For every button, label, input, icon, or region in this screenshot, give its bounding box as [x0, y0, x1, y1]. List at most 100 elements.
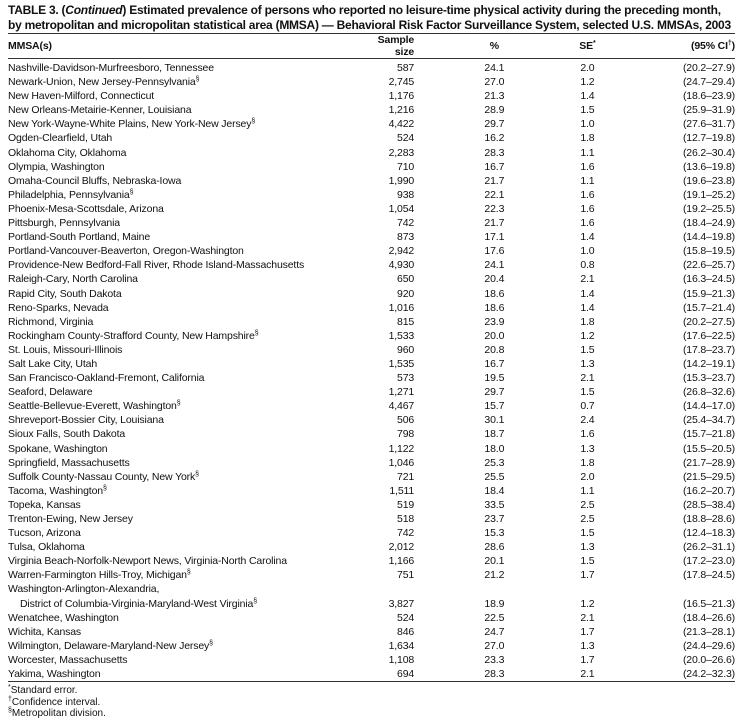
confidence-interval: (21.3–28.1)	[682, 625, 735, 638]
table-row: Oklahoma City, Oklahoma 2,283 28.3 1.1 (26.2…	[8, 146, 735, 160]
standard-error: 1.7	[580, 653, 595, 666]
standard-error: 2.1	[580, 668, 595, 681]
confidence-interval: (24.7–29.4)	[682, 76, 735, 89]
mmsa-name-text: Tacoma, Washington	[8, 484, 103, 497]
standard-error: 1.6	[580, 160, 595, 173]
standard-error: 1.0	[580, 245, 595, 258]
standard-error: 2.0	[580, 470, 595, 483]
metropolitan-division-mark: §	[176, 400, 181, 408]
table-row: Providence-New Bedford-Fall River, Rhode…	[8, 258, 735, 272]
mmsa-name-text: District of Columbia-Virginia-Maryland-W…	[20, 597, 254, 610]
confidence-interval: (21.5–29.5)	[682, 470, 735, 483]
mmsa-name: Sioux Falls, South Dakota	[8, 427, 358, 441]
mmsa-name: Seattle-Bellevue-Everett, Washington§	[8, 399, 358, 413]
standard-error: 1.5	[580, 343, 595, 356]
mmsa-name-text: San Francisco-Oakland-Fremont, Californi…	[8, 372, 205, 385]
confidence-interval: (20.2–27.9)	[682, 62, 735, 74]
standard-error: 1.7	[580, 569, 595, 582]
sample-size: 846	[397, 625, 415, 638]
percent: 16.7	[484, 160, 505, 173]
standard-error: 2.4	[580, 414, 595, 427]
empty-cell	[600, 582, 735, 596]
percent: 18.6	[484, 301, 505, 314]
confidence-interval: (15.9–21.3)	[682, 287, 735, 300]
mmsa-name-text: Topeka, Kansas	[8, 498, 81, 511]
table-row: Pittsburgh, Pennsylvania 742 21.7 1.6 (18.4–…	[8, 216, 735, 230]
title-continued: Continued	[65, 3, 123, 17]
sample-size: 519	[397, 498, 415, 511]
sample-size: 506	[397, 414, 415, 427]
standard-error: 2.5	[580, 498, 595, 511]
table-row: Virginia Beach-Norfolk-Newport News, Vir…	[8, 554, 735, 568]
percent: 20.8	[484, 343, 505, 356]
standard-error: 1.5	[580, 555, 595, 568]
confidence-interval: (17.8–23.7)	[682, 343, 735, 356]
mmsa-name: Richmond, Virginia	[8, 315, 358, 329]
mmsa-name: Tacoma, Washington§	[8, 484, 358, 498]
confidence-interval: (15.7–21.4)	[682, 301, 735, 314]
table-row: Wichita, Kansas 846 24.7 1.7 (21.3–28.1)	[8, 625, 735, 639]
sample-size: 2,012	[388, 541, 415, 554]
standard-error: 2.1	[580, 273, 595, 286]
sample-size: 518	[397, 513, 415, 525]
mmsa-name: Virginia Beach-Norfolk-Newport News, Vir…	[8, 554, 358, 568]
confidence-interval: (12.4–18.3)	[682, 527, 735, 540]
mmsa-name: Seaford, Delaware	[8, 385, 358, 399]
percent: 17.6	[484, 245, 505, 258]
mmsa-name: Omaha-Council Bluffs, Nebraska-Iowa	[8, 174, 358, 188]
table-row: Seattle-Bellevue-Everett, Washington§ 4,4…	[8, 399, 735, 413]
table-body: Nashville-Davidson-Murfreesboro, Tenness…	[8, 59, 735, 682]
table-row: Rockingham County-Strafford County, New …	[8, 329, 735, 343]
standard-error: 1.6	[580, 217, 595, 230]
mmsa-name: Newark-Union, New Jersey-Pennsylvania§	[8, 75, 358, 89]
table-title: TABLE 3. (Continued) Estimated prevalenc…	[8, 3, 735, 32]
confidence-interval: (14.4–17.0)	[682, 400, 735, 413]
mmsa-name-text: Phoenix-Mesa-Scottsdale, Arizona	[8, 202, 164, 215]
mmsa-name: Rockingham County-Strafford County, New …	[8, 329, 358, 343]
table-row: San Francisco-Oakland-Fremont, Californi…	[8, 371, 735, 385]
mmsa-name: Warren-Farmington Hills-Troy, Michigan§	[8, 568, 358, 582]
sample-size: 2,942	[388, 245, 415, 258]
sample-size: 742	[397, 527, 415, 540]
table-row: District of Columbia-Virginia-Maryland-W…	[8, 597, 735, 611]
table-row: Worcester, Massachusetts 1,108 23.3 1.7 (20.…	[8, 653, 735, 667]
standard-error: 1.7	[580, 625, 595, 638]
mmsa-name-text: Omaha-Council Bluffs, Nebraska-Iowa	[8, 174, 182, 187]
table-row: Reno-Sparks, Nevada 1,016 18.6 1.4 (15.7–21.…	[8, 301, 735, 315]
table-row: Shreveport-Bossier City, Louisiana 506 30.…	[8, 413, 735, 427]
mmsa-name: Olympia, Washington	[8, 160, 358, 174]
confidence-interval: (17.8–24.5)	[682, 569, 735, 582]
mmsa-name: Nashville-Davidson-Murfreesboro, Tenness…	[8, 59, 358, 76]
mmsa-name: Tulsa, Oklahoma	[8, 540, 358, 554]
mmsa-name-text: Wilmington, Delaware-Maryland-New Jersey	[8, 639, 210, 652]
mmsa-name-text: Trenton-Ewing, New Jersey	[8, 513, 133, 525]
footnote-text: Metropolitan division.	[11, 708, 106, 720]
standard-error: 1.2	[580, 597, 595, 610]
confidence-interval: (21.7–28.9)	[682, 456, 735, 469]
table-row: Wenatchee, Washington 524 22.5 2.1 (18.4–26.…	[8, 611, 735, 625]
mmsa-name: Wenatchee, Washington	[8, 611, 358, 625]
confidence-interval: (20.2–27.5)	[682, 315, 735, 328]
mmsa-name-text: Spokane, Washington	[8, 442, 108, 455]
sample-size: 573	[397, 372, 415, 385]
empty-cell	[575, 582, 601, 596]
title-prefix: TABLE 3. (	[8, 3, 66, 17]
table-row: New Orleans-Metairie-Kenner, Louisiana 1,…	[8, 103, 735, 117]
percent: 20.1	[484, 555, 505, 568]
table-row: Wilmington, Delaware-Maryland-New Jersey…	[8, 639, 735, 653]
mmsa-name-text: Shreveport-Bossier City, Louisiana	[8, 414, 164, 427]
mmsa-name-text: Ogden-Clearfield, Utah	[8, 132, 113, 145]
table-row: Tulsa, Oklahoma 2,012 28.6 1.3 (26.2–31.1)	[8, 540, 735, 554]
sample-size: 587	[397, 62, 415, 74]
mmsa-name: Trenton-Ewing, New Jersey	[8, 512, 358, 526]
header-se: SE*	[575, 34, 601, 59]
percent: 16.7	[484, 357, 505, 370]
confidence-interval: (20.0–26.6)	[682, 653, 735, 666]
mmsa-name-text: Nashville-Davidson-Murfreesboro, Tenness…	[8, 62, 214, 74]
mmsa-name-text: Olympia, Washington	[8, 160, 105, 173]
confidence-interval: (22.6–25.7)	[682, 259, 735, 272]
empty-cell	[358, 582, 414, 596]
percent: 18.9	[484, 597, 505, 610]
table-row: Ogden-Clearfield, Utah 524 16.2 1.8 (12.7–19…	[8, 131, 735, 145]
sample-size: 1,990	[388, 174, 415, 187]
